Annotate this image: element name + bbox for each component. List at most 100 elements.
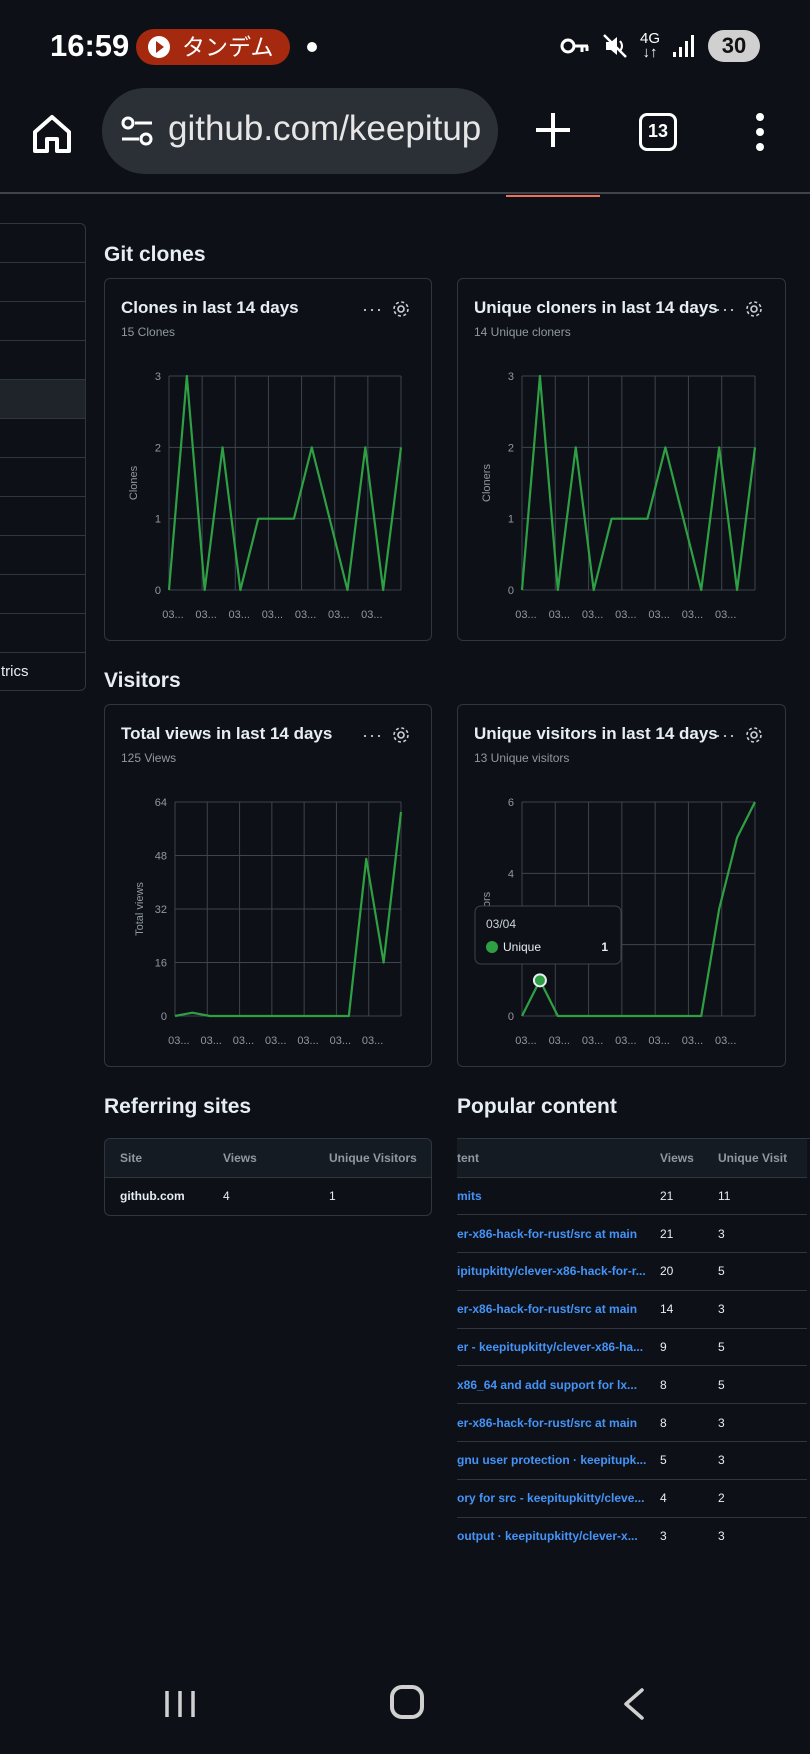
x-tick-label: 03... <box>361 609 382 621</box>
gear-icon[interactable] <box>745 300 763 318</box>
sidebar-item[interactable] <box>0 614 85 653</box>
visitors-heading: Visitors <box>104 669 181 692</box>
home-button-icon[interactable] <box>390 1685 424 1719</box>
home-icon[interactable] <box>30 112 74 156</box>
sidebar-item[interactable] <box>0 341 85 380</box>
sidebar-item[interactable] <box>0 458 85 497</box>
gear-icon[interactable] <box>745 726 763 744</box>
notification-dot <box>307 42 317 52</box>
views-cell: 21 <box>660 1214 718 1253</box>
back-icon[interactable] <box>618 1687 652 1721</box>
views-cell: 8 <box>660 1365 718 1404</box>
x-tick-label: 03... <box>229 609 250 621</box>
column-header-unique-visitors[interactable]: Unique Visit <box>718 1139 807 1177</box>
sidebar-item[interactable] <box>0 224 85 263</box>
unique-cell: 11 <box>718 1176 807 1215</box>
tandem-label: タンデム <box>182 34 274 60</box>
y-tick-label: 6 <box>508 797 514 809</box>
x-tick-label: 03... <box>195 609 216 621</box>
clock: 16:59 <box>50 28 130 63</box>
gear-icon[interactable] <box>392 300 410 318</box>
unique-cell: 3 <box>718 1441 807 1480</box>
series-line <box>167 374 403 592</box>
table-row: er-x86-hack-for-rust/src at main 21 3 <box>457 1214 807 1253</box>
x-tick-label: 03... <box>549 609 570 621</box>
y-tick-label: 1 <box>155 514 161 526</box>
content-link[interactable]: er-x86-hack-for-rust/src at main <box>457 1403 660 1442</box>
column-header-views[interactable]: Views <box>660 1139 718 1177</box>
sidebar-item[interactable] <box>0 263 85 302</box>
column-header-unique-visitors[interactable]: Unique Visitors <box>314 1139 431 1177</box>
sidebar-item[interactable] <box>0 497 85 536</box>
content-link[interactable]: x86_64 and add support for lx... <box>457 1365 660 1404</box>
y-tick-label: 4 <box>508 868 514 880</box>
url-text[interactable]: github.com/keepitup <box>168 109 482 148</box>
x-tick-label: 03... <box>362 1035 383 1047</box>
git-clones-heading: Git clones <box>104 243 206 266</box>
sidebar-item[interactable] <box>0 575 85 614</box>
unique-cell: 5 <box>718 1327 807 1366</box>
x-tick-label: 03... <box>162 609 183 621</box>
page-load-progress <box>506 195 600 197</box>
card-subtitle: 13 Unique visitors <box>474 751 570 765</box>
content-link[interactable]: er-x86-hack-for-rust/src at main <box>457 1289 660 1329</box>
column-header-content[interactable]: tent <box>457 1139 660 1177</box>
kebab-menu-icon[interactable]: ··· <box>715 299 736 319</box>
x-tick-label: 03... <box>648 1035 669 1047</box>
clones-card: 0 1 2 3 03... 03... 03... 03... 03... 03... 03... C… <box>104 278 432 641</box>
unique-cell: 5 <box>718 1252 807 1291</box>
content-link[interactable]: ory for src - keepitupkitty/cleve... <box>457 1478 660 1518</box>
content-link[interactable]: ipitupkitty/clever-x86-hack-for-r... <box>457 1252 660 1291</box>
kebab-menu-icon[interactable]: ··· <box>362 725 383 745</box>
x-tick-label: 03... <box>715 609 736 621</box>
column-header-views[interactable]: Views <box>208 1139 314 1177</box>
mute-icon <box>603 34 627 58</box>
tandem-pill[interactable]: タンデム <box>136 29 290 65</box>
x-tick-label: 03... <box>297 1035 318 1047</box>
x-tick-label: 03... <box>615 609 636 621</box>
views-cell: 14 <box>660 1289 718 1329</box>
key-icon <box>560 38 589 54</box>
sidebar-item[interactable] <box>0 302 85 341</box>
content-link[interactable]: er-x86-hack-for-rust/src at main <box>457 1214 660 1253</box>
tab-switcher-button[interactable]: 13 <box>639 113 677 151</box>
gear-icon[interactable] <box>392 726 410 744</box>
line-chart: 0 16 32 48 64 03... 03... 03... 03... 03... 03... 0… <box>134 797 403 1047</box>
signal-icon <box>673 35 694 57</box>
views-cell: 5 <box>660 1441 718 1480</box>
address-bar[interactable]: github.com/keepitup <box>102 88 498 174</box>
sidebar-item[interactable] <box>0 419 85 458</box>
site-name[interactable]: github.com <box>105 1176 208 1215</box>
series-line <box>174 811 403 1018</box>
y-axis-label: Total views <box>134 882 146 936</box>
site-settings-icon[interactable] <box>120 114 154 148</box>
content-link[interactable]: gnu user protection · keepitupk... <box>457 1441 660 1480</box>
hover-point <box>532 973 547 988</box>
new-tab-icon[interactable] <box>533 110 573 150</box>
recent-apps-icon[interactable] <box>163 1687 197 1721</box>
x-tick-label: 03... <box>715 1035 736 1047</box>
sidebar-item[interactable]: trics <box>1 663 29 680</box>
views-cell: 8 <box>660 1403 718 1442</box>
content-link[interactable]: output · keepitupkitty/clever-x... <box>457 1516 660 1555</box>
y-tick-label: 16 <box>155 958 167 970</box>
kebab-menu-icon[interactable]: ··· <box>715 725 736 745</box>
battery-indicator: 30 <box>708 30 760 62</box>
x-tick-label: 03... <box>515 1035 536 1047</box>
kebab-menu-icon[interactable]: ··· <box>362 299 383 319</box>
column-header-site[interactable]: Site <box>105 1139 208 1177</box>
x-tick-label: 03... <box>515 609 536 621</box>
sidebar-item[interactable] <box>0 380 85 419</box>
content-link[interactable]: mits <box>457 1176 660 1215</box>
content-link[interactable]: er - keepitupkitty/clever-x86-ha... <box>457 1327 660 1366</box>
views-cell: 4 <box>208 1176 314 1215</box>
system-navigation-bar <box>0 1650 810 1754</box>
sidebar-item[interactable] <box>0 536 85 575</box>
views-cell: 4 <box>660 1478 718 1518</box>
table-row: ory for src - keepitupkitty/cleve... 4 2 <box>457 1478 807 1518</box>
unique-cell: 3 <box>718 1214 807 1253</box>
more-menu-icon[interactable] <box>752 112 768 152</box>
unique-cell: 3 <box>718 1403 807 1442</box>
card-subtitle: 15 Clones <box>121 325 176 339</box>
play-icon <box>148 36 170 58</box>
